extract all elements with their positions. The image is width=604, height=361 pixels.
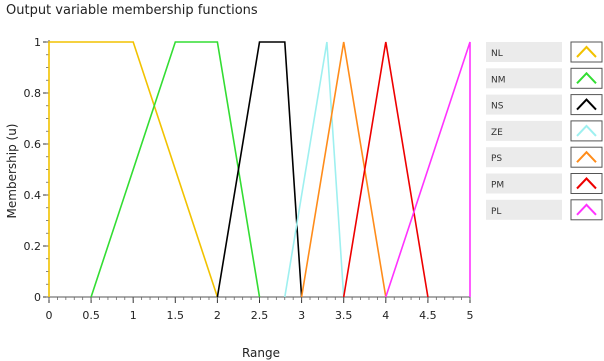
legend-swatch [570,120,603,142]
legend-label: PM [491,181,504,191]
x-tick-label: 4 [382,309,389,322]
legend-swatch-line [576,98,597,111]
legend-item-pl: PL [486,199,603,221]
legend-swatch-line [576,203,597,216]
x-tick-label: 2 [214,309,221,322]
legend-label-box [486,120,562,141]
x-tick-label: 5 [467,309,474,322]
series-line-pm [342,41,429,298]
y-tick-label: 0.6 [24,138,42,151]
legend-label-box [486,94,562,115]
legend-swatch [570,94,603,116]
legend-label: NL [491,49,503,59]
axes: 0 0.5 1 1.5 2 2.5 3 3.5 4 4.5 5 0 0.2 0.4 0.6 0.8 1 [24,36,474,322]
legend-swatch [570,41,603,63]
y-tick-label: 0.8 [24,87,42,100]
series-line-ze [284,41,345,298]
legend-swatch-line [576,124,597,137]
legend-item-ze: ZE [486,120,603,142]
x-tick-label: 2.5 [251,309,269,322]
x-tick-label: 3.5 [335,309,353,322]
legend-label-box [486,68,562,89]
legend-label: NM [491,75,506,85]
legend-label: NS [491,102,504,112]
legend-item-nl: NL [486,41,603,63]
series-layer [48,41,471,298]
legend-swatch-line [576,71,597,84]
x-axis-label: Range [242,346,280,360]
legend-label: ZE [491,128,503,138]
legend: NL NM NS ZE PS PM PL [486,41,603,221]
x-tick-label: 4.5 [419,309,437,322]
legend-swatch [570,199,603,221]
legend-item-ps: PS [486,146,603,168]
series-line-pl [385,41,471,298]
y-tick-label: 0.2 [24,240,42,253]
legend-label: PS [491,154,502,164]
legend-swatch [570,67,603,89]
x-tick-label: 1.5 [167,309,185,322]
legend-swatch [570,173,603,194]
legend-label-box [486,199,562,220]
series-line-ns [216,41,303,298]
legend-label-box [486,42,562,62]
y-axis-label: Membership (u) [5,124,19,219]
x-tick-label: 3 [298,309,305,322]
x-tick-label: 0 [46,309,53,322]
legend-label-box [486,173,562,194]
y-tick-label: 0 [34,291,41,304]
legend-item-ns: NS [486,94,603,116]
legend-item-nm: NM [486,67,603,89]
series-line-nl [48,41,219,298]
y-tick-label: 1 [34,36,41,49]
legend-swatch-line [576,45,597,58]
x-tick-label: 0.5 [82,309,100,322]
legend-label-box [486,147,562,168]
series-line-ps [300,41,387,298]
x-tick-label: 1 [130,309,137,322]
y-tick-label: 0.4 [24,189,42,202]
legend-swatch [570,146,603,168]
legend-item-pm: PM [486,173,603,194]
legend-label: PL [491,207,501,217]
chart-title: Output variable membership functions [6,3,258,18]
legend-swatch-line [576,177,597,190]
legend-swatch-line [576,150,597,163]
